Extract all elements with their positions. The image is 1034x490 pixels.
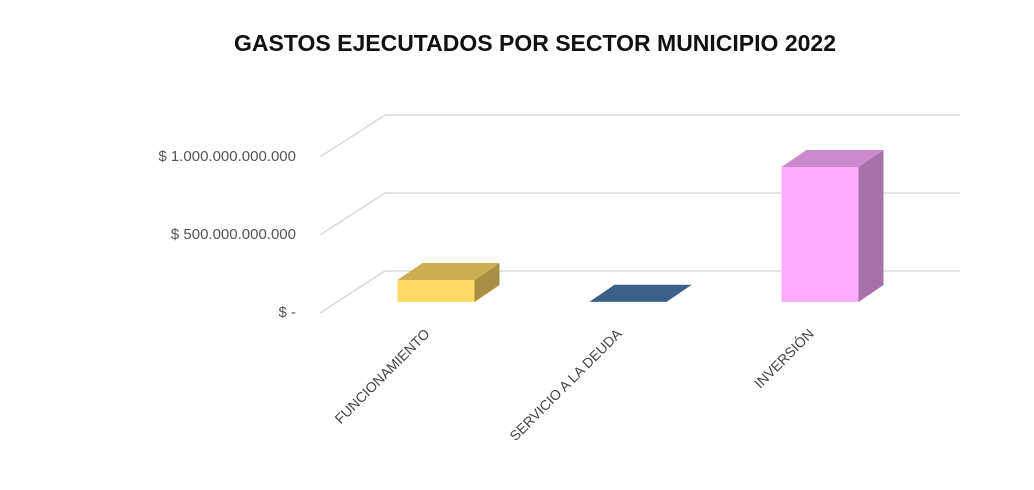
bar-side [474,263,500,302]
grid-line [319,114,386,158]
bar-top [781,150,884,168]
grid-line [319,192,386,236]
bar-top [397,263,500,281]
bar [781,150,884,302]
bar-top [589,284,692,302]
bar [589,284,692,302]
bar-side [666,284,692,302]
bar-front [781,167,859,302]
y-tick-label: $ 500.000.000.000 [171,226,296,243]
y-tick-label: $ - [278,304,296,321]
grid-line [319,270,386,314]
y-tick-label: $ 1.000.000.000.000 [158,148,296,165]
chart-title: GASTOS EJECUTADOS POR SECTOR MUNICIPIO 2… [234,30,836,56]
bar-front [397,280,475,302]
bar [397,263,500,302]
bar-side [858,150,884,302]
